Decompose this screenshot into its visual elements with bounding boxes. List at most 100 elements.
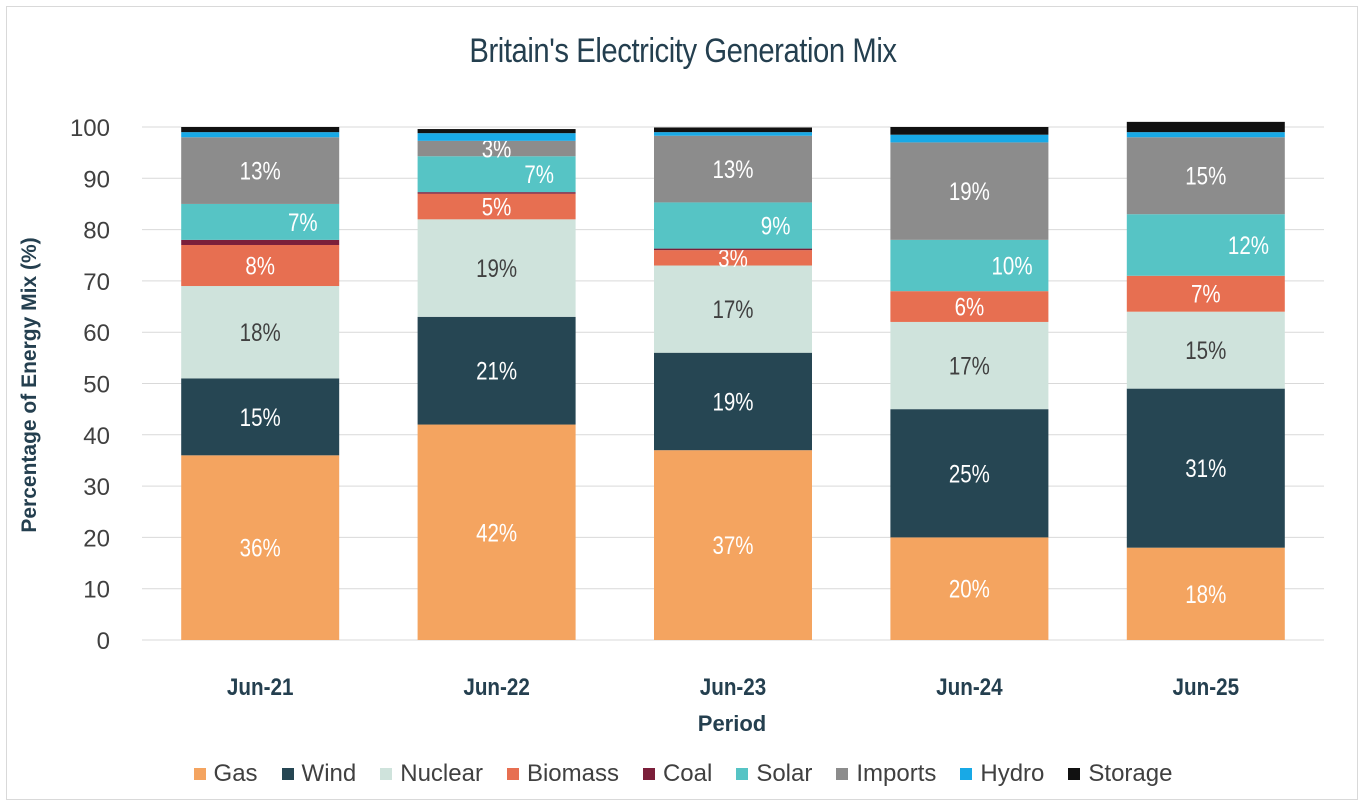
data-label: 19% <box>949 177 990 205</box>
data-label: 7% <box>288 208 318 236</box>
bar-segment-wind <box>181 378 340 456</box>
legend-label: Storage <box>1088 760 1173 787</box>
data-label: 7% <box>1191 280 1221 308</box>
bar-segment-wind <box>654 352 812 451</box>
bar-segment-imports <box>654 135 812 203</box>
bar-segment-hydro <box>181 132 340 138</box>
legend-label: Solar <box>756 760 813 787</box>
data-label: 21% <box>476 357 517 385</box>
bar-segment-nuclear <box>417 219 576 317</box>
bar-segment-imports <box>417 140 576 157</box>
bar-segment-biomass <box>417 193 576 220</box>
data-label: 17% <box>712 295 753 323</box>
y-tick-label: 10 <box>83 577 110 604</box>
y-tick-label: 40 <box>83 423 110 450</box>
x-tick-label: Jun-24 <box>936 674 1003 701</box>
data-label: 9% <box>761 212 791 240</box>
legend-swatch <box>642 768 655 780</box>
data-label: 18% <box>1185 580 1226 608</box>
bar-segment-biomass <box>181 244 340 287</box>
legend-item-solar: Solar <box>736 760 812 788</box>
bar-segment-imports <box>181 137 340 204</box>
data-label: 17% <box>949 352 990 380</box>
bar-segment-wind <box>1126 388 1285 548</box>
legend-item-coal: Coal <box>642 760 713 788</box>
legend-label: Hydro <box>980 760 1045 787</box>
data-label: 10% <box>992 252 1033 280</box>
bar-segment-hydro <box>1126 132 1285 138</box>
y-tick-label: 60 <box>83 320 110 347</box>
legend-swatch <box>506 768 519 780</box>
data-label: 20% <box>949 575 990 603</box>
data-label: 12% <box>1228 231 1269 259</box>
y-tick-label: 50 <box>83 372 110 399</box>
legend-item-imports: Imports <box>836 760 936 788</box>
y-tick-label: 20 <box>83 525 110 552</box>
data-label: 8% <box>245 252 275 280</box>
legend-label: Imports <box>856 760 937 787</box>
legend-item-wind: Wind <box>281 760 357 788</box>
legend-item-hydro: Hydro <box>960 760 1044 788</box>
x-tick-label: Jun-21 <box>227 674 294 701</box>
legend-swatch <box>1068 768 1081 780</box>
chart-legend: Gas Wind Nuclear Biomass Coal Solar Imports Hyd… <box>0 760 1366 788</box>
y-tick-label: 0 <box>97 628 110 655</box>
bar-segment-biomass <box>654 250 812 266</box>
bar-segment-storage <box>654 127 812 133</box>
data-label: 13% <box>240 157 281 185</box>
x-tick-label: Jun-25 <box>1173 674 1240 701</box>
y-tick-label: 100 <box>70 115 110 142</box>
data-label: 15% <box>240 403 281 431</box>
data-label: 5% <box>482 193 512 221</box>
bar-segment-storage <box>890 127 1049 135</box>
legend-label: Nuclear <box>400 760 483 787</box>
bar-segment-coal <box>654 248 812 251</box>
x-axis-label: Period <box>697 711 767 736</box>
bar-segment-solar <box>417 156 576 193</box>
legend-label: Coal <box>662 760 713 787</box>
bar-segment-gas <box>181 455 340 640</box>
bar-segment-nuclear <box>654 265 812 353</box>
y-tick-label: 70 <box>83 269 110 296</box>
data-label: 13% <box>712 155 753 183</box>
data-label: 6% <box>955 293 985 321</box>
bar-segment-gas <box>890 537 1049 640</box>
x-tick-label: Jun-23 <box>700 674 767 701</box>
data-label: 42% <box>476 518 517 546</box>
bar-segment-coal <box>417 192 576 194</box>
bar-segment-imports <box>1126 137 1285 215</box>
bar-segment-solar <box>1126 214 1285 276</box>
data-label: 15% <box>1185 336 1226 364</box>
bar-segment-solar <box>181 203 340 240</box>
legend-swatch <box>836 768 849 780</box>
bar-segment-gas <box>417 424 576 640</box>
data-label: 36% <box>240 534 281 562</box>
bar-segment-solar <box>890 239 1049 292</box>
bar-segment-storage <box>417 129 576 134</box>
bar-segment-storage <box>1126 121 1285 133</box>
data-label: 19% <box>712 387 753 415</box>
bar-segment-biomass <box>1126 275 1285 312</box>
legend-swatch <box>193 768 206 780</box>
data-label: 25% <box>949 459 990 487</box>
bar-segment-hydro <box>654 132 812 136</box>
legend-swatch <box>281 768 294 780</box>
bar-segment-solar <box>654 202 812 249</box>
data-label: 37% <box>712 531 753 559</box>
legend-item-nuclear: Nuclear <box>380 760 483 788</box>
bar-segment-coal <box>181 239 340 245</box>
legend-swatch <box>380 768 393 780</box>
data-label: 31% <box>1185 454 1226 482</box>
legend-label: Gas <box>213 760 258 787</box>
bar-segment-gas <box>1126 547 1285 640</box>
chart-title: Britain's Electricity Generation Mix <box>469 32 897 70</box>
bar-segment-biomass <box>890 291 1049 322</box>
legend-label: Wind <box>301 760 357 787</box>
legend-swatch <box>960 768 973 780</box>
bar-segment-nuclear <box>181 286 340 379</box>
legend-label: Biomass <box>526 760 619 787</box>
y-tick-label: 80 <box>83 218 110 245</box>
bar-segment-hydro <box>417 133 576 141</box>
y-tick-label: 90 <box>83 166 110 193</box>
data-label: 15% <box>1185 162 1226 190</box>
